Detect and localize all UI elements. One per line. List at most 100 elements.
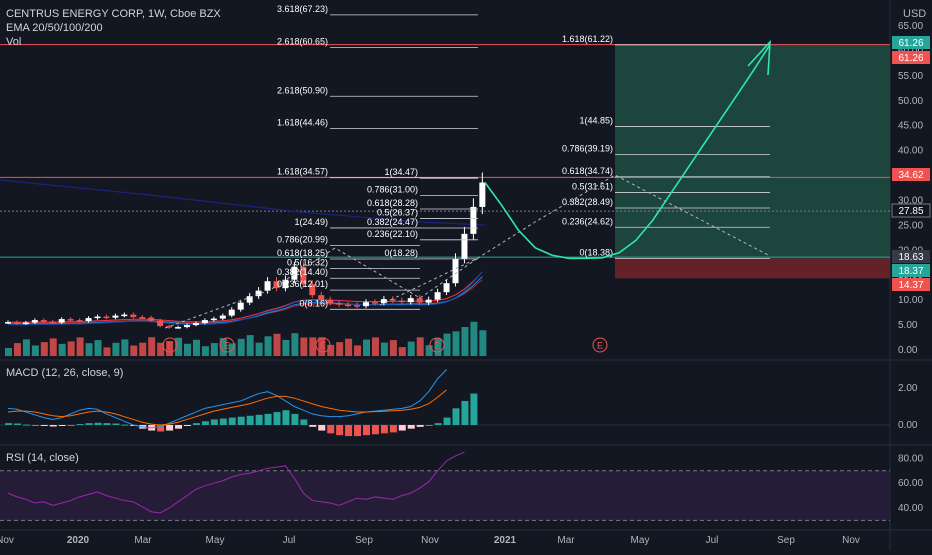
volume-bar [354, 345, 362, 356]
volume-bar [139, 342, 147, 356]
fib-level-label: 0(8.16) [299, 298, 328, 308]
fib-level-label: 0.236(24.62) [562, 216, 613, 226]
volume-bar [130, 345, 138, 356]
macd-histogram-bar [94, 422, 102, 425]
candle-body [336, 303, 343, 305]
volume-bar [416, 337, 424, 356]
candle-body [219, 315, 226, 319]
ema-legend[interactable]: EMA 20/50/100/200 [6, 22, 103, 34]
ema-200-line [0, 179, 486, 226]
volume-bar [282, 339, 290, 356]
candle-body [452, 258, 459, 284]
volume-bar [363, 339, 370, 356]
candle-body [5, 322, 11, 324]
macd-histogram-bar [103, 423, 111, 425]
candle-body [425, 299, 432, 303]
volume-bar [85, 343, 93, 356]
time-axis-tick: Mar [557, 535, 575, 546]
earnings-marker [219, 337, 235, 353]
fib-level-label: 0.382(24.47) [367, 217, 418, 227]
earnings-marker-label: E [320, 341, 326, 351]
ema-line [7, 271, 483, 326]
volume-bar [157, 342, 165, 356]
volume-bar [49, 338, 57, 356]
macd-histogram-bar [318, 425, 326, 431]
macd-histogram-bar [255, 414, 263, 425]
macd-histogram-bar [112, 423, 120, 425]
macd-histogram-bar [85, 423, 93, 425]
earnings-marker-label: E [167, 341, 173, 351]
volume-bar [103, 347, 111, 356]
price-axis-tick: 55.00 [898, 71, 923, 82]
macd-histogram-bar [166, 425, 174, 431]
price-badge [892, 278, 930, 291]
macd-histogram-bar [291, 413, 299, 425]
rsi-axis-tick: 60.00 [898, 478, 923, 489]
macd-legend[interactable]: MACD (12, 26, close, 9) [6, 367, 124, 379]
volume-bar [389, 340, 397, 356]
candle-body [318, 295, 325, 300]
macd-histogram-bar [13, 423, 21, 425]
macd-axis-tick: 0.00 [898, 420, 918, 431]
rsi-line [7, 451, 465, 514]
candle-body [228, 309, 235, 316]
vol-legend[interactable]: Vol [6, 36, 22, 48]
rsi-legend[interactable]: RSI (14, close) [6, 452, 79, 464]
fib-level-label: 0.382(28.49) [562, 197, 613, 207]
currency-label: USD [903, 8, 927, 20]
volume-bar [112, 342, 120, 356]
volume-bar [67, 341, 75, 356]
time-axis-tick: Sep [355, 535, 373, 546]
macd-histogram-bar [407, 425, 415, 429]
volume-bar [291, 333, 299, 356]
volume-bar [425, 345, 433, 356]
macd-histogram-bar [345, 425, 353, 437]
fib-level-label: 1(44.85) [579, 115, 613, 125]
macd-histogram-bar [49, 425, 57, 427]
rsi-axis-tick: 40.00 [898, 503, 923, 514]
volume-bar [22, 339, 30, 356]
macd-histogram-bar [157, 425, 165, 432]
candle-body [31, 320, 38, 323]
volume-bar [336, 342, 344, 356]
projection-arrowhead [747, 39, 771, 76]
price-badge-label: 18.37 [898, 266, 923, 277]
volume-bar [273, 333, 281, 356]
macd-histogram-bar [389, 425, 397, 433]
macd-histogram-bar [425, 425, 433, 426]
time-axis-tick: Nov [842, 535, 860, 546]
candle-body [291, 266, 298, 280]
candle-body [407, 298, 414, 303]
candle-body [327, 299, 334, 304]
volume-bar [452, 331, 460, 356]
price-axis-tick: 10.00 [898, 295, 923, 306]
price-badge-label: 61.26 [898, 53, 923, 64]
earnings-marker [162, 337, 178, 353]
fib-level-label: 0.5(26.37) [377, 208, 418, 218]
rsi-band [0, 470, 890, 521]
volume-bar [40, 342, 48, 356]
price-axis-tick: 25.00 [898, 220, 923, 231]
volume-bar [58, 343, 66, 356]
fib-level-label: 0.786(39.19) [562, 144, 613, 154]
volume-bar [192, 339, 200, 356]
price-badge-label: 14.37 [898, 280, 923, 291]
symbol-title: CENTRUS ENERGY CORP, 1W, Cboe BZX [6, 8, 221, 20]
volume-bar [184, 343, 191, 356]
volume-bar [121, 339, 129, 356]
time-axis-tick: 2021 [494, 535, 517, 546]
macd-histogram-bar [22, 424, 30, 426]
volume-bar [461, 327, 469, 356]
fib-level-label: 2.618(60.65) [277, 37, 328, 47]
candle-body [255, 290, 262, 297]
volume-bar [166, 341, 174, 356]
macd-histogram-bar [327, 425, 335, 434]
candle-body [40, 320, 47, 322]
candle-body [300, 266, 307, 285]
fib-level-label: 0(18.38) [579, 247, 613, 257]
price-badge [892, 51, 930, 64]
price-badge [892, 250, 930, 263]
candle-body [398, 300, 405, 303]
